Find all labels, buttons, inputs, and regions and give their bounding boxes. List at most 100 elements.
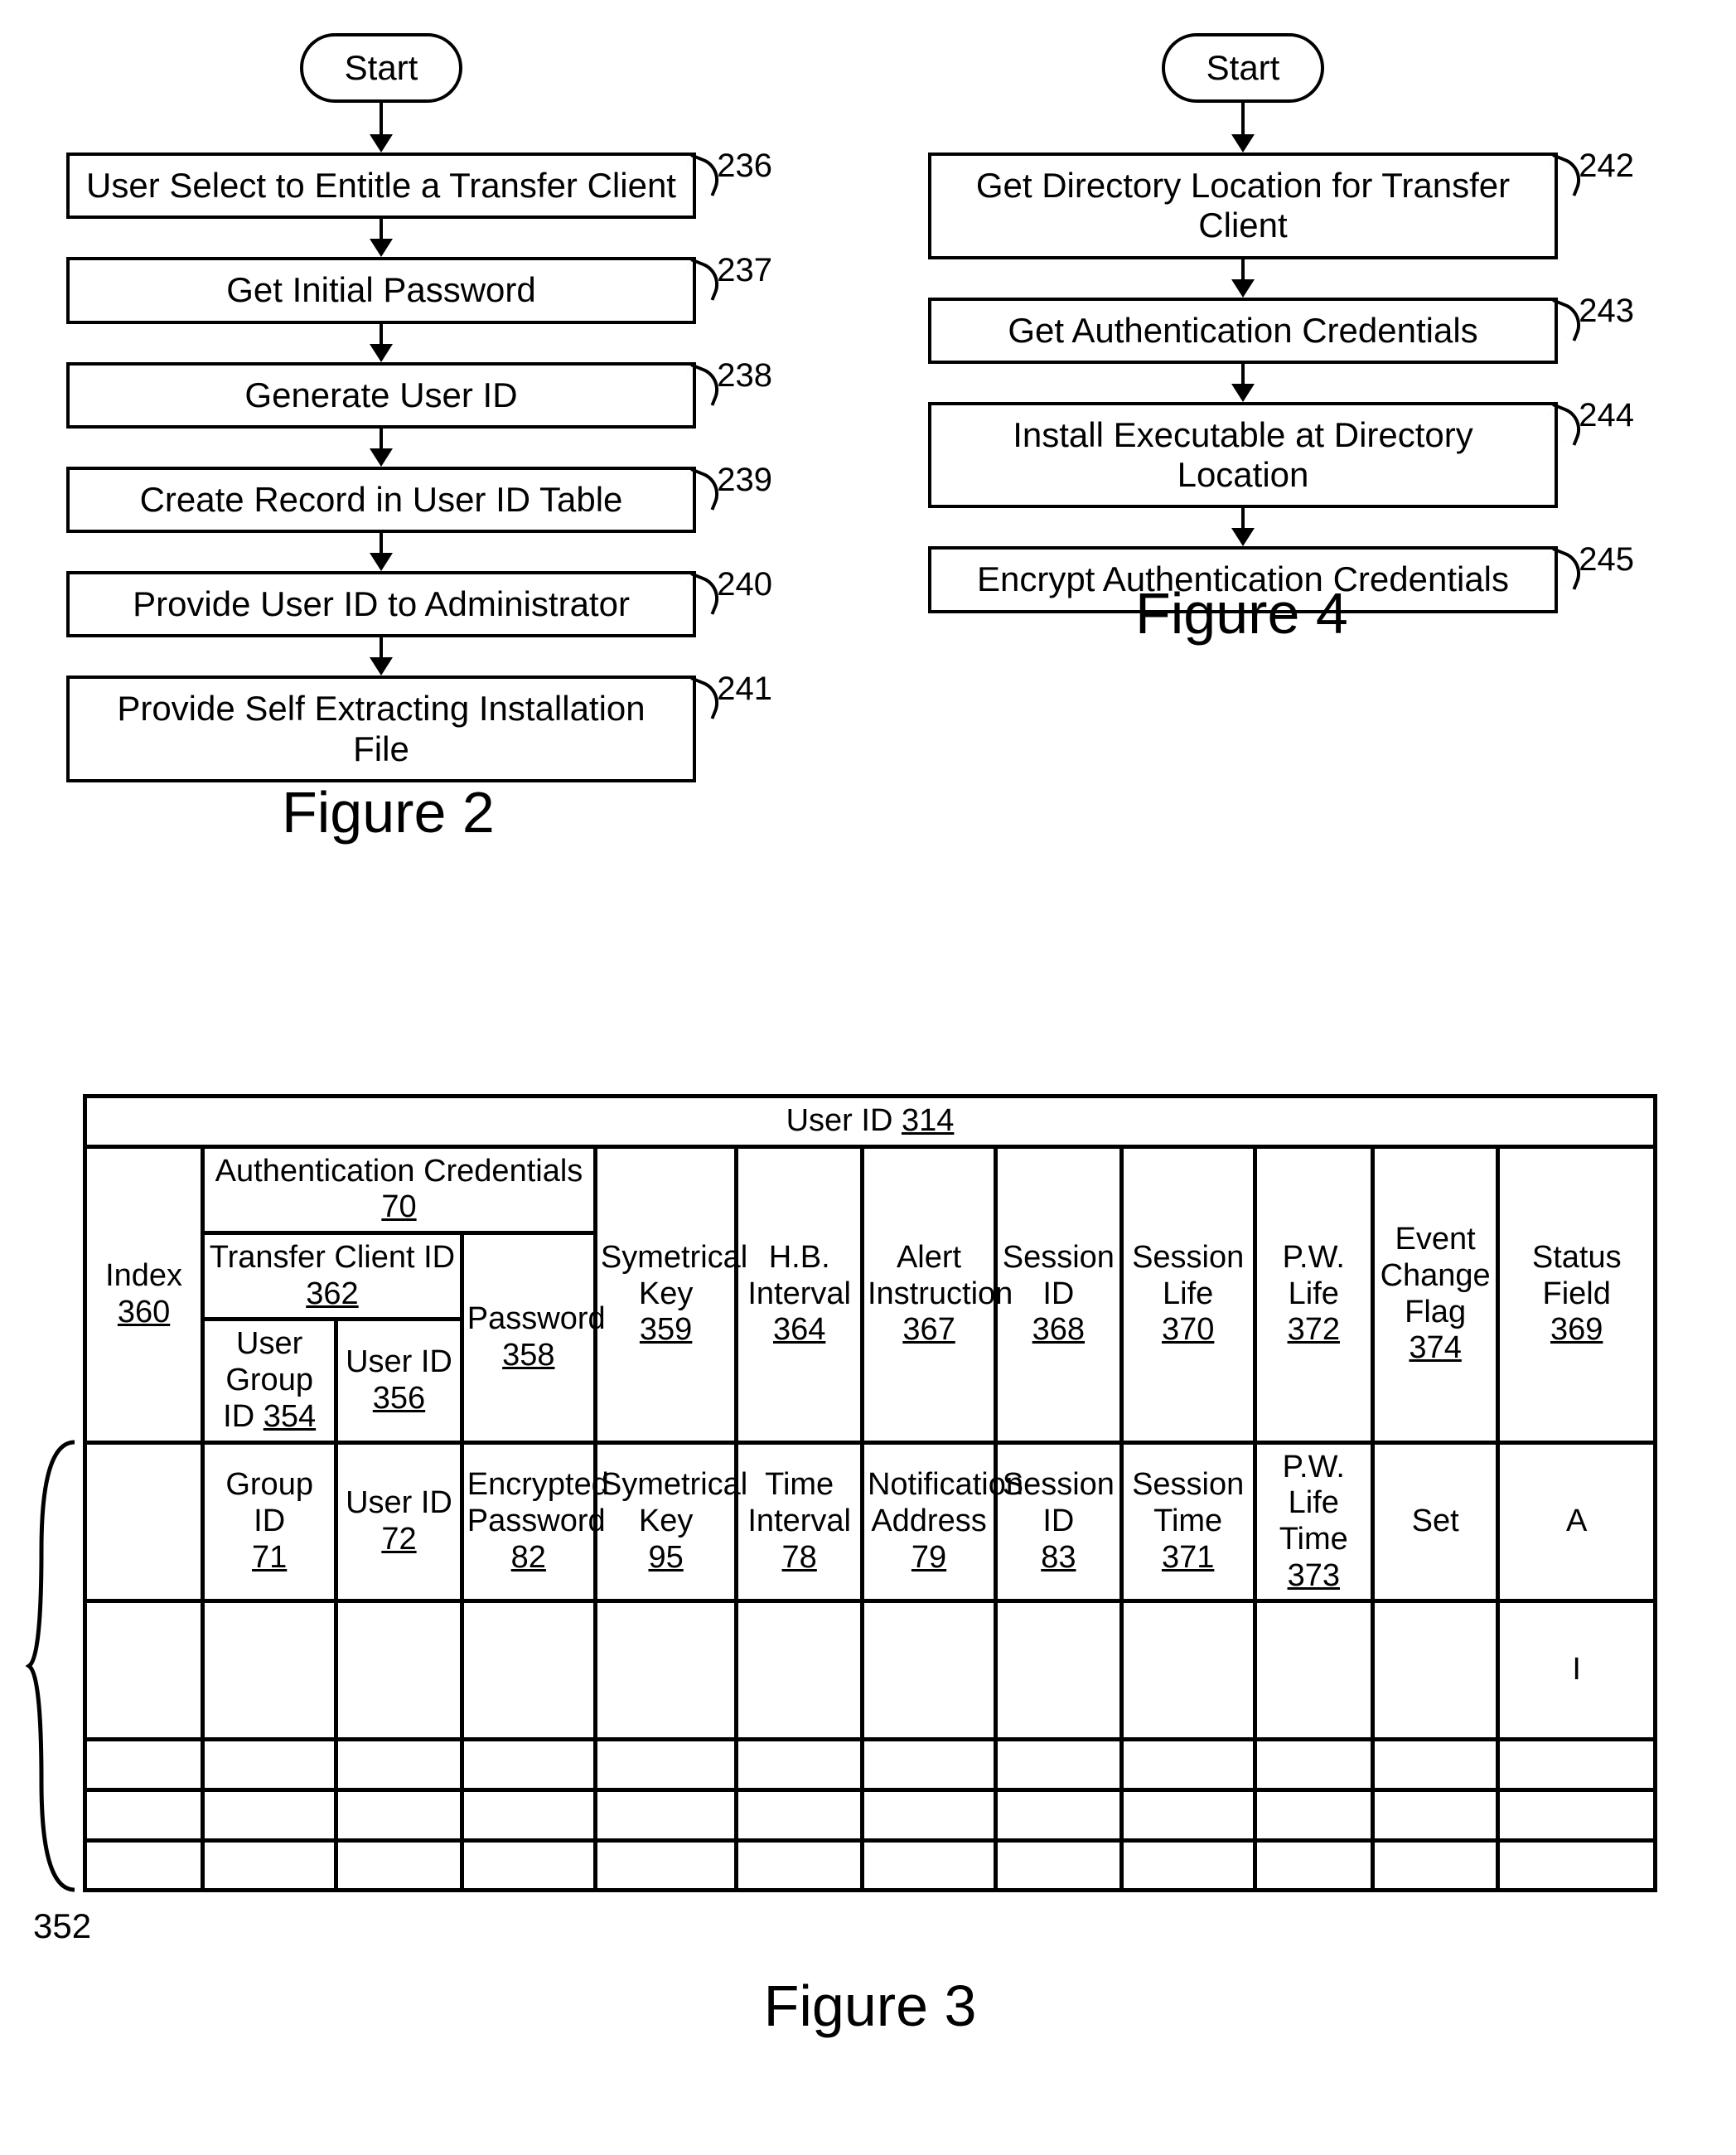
table-cell [203, 1840, 336, 1891]
table-cell [862, 1840, 995, 1891]
col-hb: H.B. Interval 364 [737, 1146, 863, 1442]
cell-ref: 371 [1162, 1540, 1214, 1575]
table-cell [462, 1601, 595, 1740]
cell-label: Session ID [1003, 1467, 1115, 1538]
table-row: Group ID71User ID72Encrypted Password82S… [85, 1442, 1656, 1601]
table-title-text: User ID [786, 1103, 893, 1138]
table-cell: Notification Address79 [862, 1442, 995, 1601]
figure-2-flowchart: Start User Select to Entitle a Transfer … [66, 33, 696, 782]
col-sesslife: Session Life 370 [1121, 1146, 1255, 1442]
flow-step-tag: 245 [1579, 541, 1634, 579]
table-cell [85, 1442, 203, 1601]
figure-2-start: Start [300, 33, 463, 103]
table-cell [203, 1789, 336, 1840]
table-row: I [85, 1601, 1656, 1740]
cell-label: P.W. Life Time [1279, 1450, 1348, 1557]
table-cell [1255, 1789, 1372, 1840]
table-cell: I [1498, 1601, 1656, 1740]
cell-label: Symetrical Key [601, 1467, 747, 1538]
col-label: Session Life [1132, 1240, 1244, 1311]
col-symkey: Symetrical Key 359 [595, 1146, 737, 1442]
cell-ref: 373 [1288, 1558, 1340, 1593]
flow-step: User Select to Entitle a Transfer Client… [66, 153, 696, 219]
table-cell [336, 1740, 462, 1790]
table-cell [996, 1789, 1122, 1840]
cell-label: Time Interval [747, 1467, 851, 1538]
cell-ref: 78 [782, 1540, 817, 1575]
col-tcid: Transfer Client ID 362 [203, 1233, 462, 1320]
flow-step-tag: 241 [717, 671, 772, 708]
cell-label: Encrypted Password [467, 1467, 609, 1538]
table-cell [862, 1740, 995, 1790]
figure-4-start: Start [1162, 33, 1325, 103]
table-cell [1498, 1840, 1656, 1891]
col-ref: 369 [1550, 1312, 1603, 1347]
table-cell [1372, 1740, 1498, 1790]
flow-step: Provide User ID to Administrator240 [66, 571, 696, 637]
col-label: Status Field [1532, 1240, 1622, 1311]
flow-step: Install Executable at Directory Location… [928, 402, 1558, 509]
flow-step-box: Get Authentication Credentials [928, 298, 1558, 364]
cell-label: Group ID [225, 1467, 313, 1538]
table-cell [336, 1789, 462, 1840]
figure-3-label: Figure 3 [83, 1973, 1657, 2039]
table-cell: P.W. Life Time373 [1255, 1442, 1372, 1601]
flow-step-tag: 244 [1579, 397, 1634, 434]
flow-step-tag: 242 [1579, 148, 1634, 185]
flow-step-box: Provide Self Extracting Installation Fil… [66, 676, 696, 782]
table-cell [85, 1789, 203, 1840]
table-cell: A [1498, 1442, 1656, 1601]
cell-label: Session Time [1132, 1467, 1244, 1538]
table-cell [1372, 1789, 1498, 1840]
table-cell [1121, 1840, 1255, 1891]
table-cell [1255, 1840, 1372, 1891]
col-ref: 370 [1162, 1312, 1214, 1347]
col-index: Index 360 [85, 1146, 203, 1442]
flow-step-box: Generate User ID [66, 362, 696, 429]
col-label: Symetrical Key [601, 1240, 747, 1311]
table-cell [462, 1789, 595, 1840]
cell-label: User ID [346, 1485, 452, 1520]
col-ref: 359 [640, 1312, 692, 1347]
col-alert: Alert Instruction 367 [862, 1146, 995, 1442]
flow-step-tag: 240 [717, 566, 772, 603]
table-cell [1372, 1601, 1498, 1740]
table-cell [737, 1601, 863, 1740]
table-cell [336, 1601, 462, 1740]
col-sessid: Session ID 368 [996, 1146, 1122, 1442]
flow-step-tag: 236 [717, 148, 772, 185]
table-cell [862, 1601, 995, 1740]
table-cell [462, 1740, 595, 1790]
cell-ref: 72 [381, 1522, 416, 1557]
col-label: Alert Instruction [868, 1240, 1013, 1311]
figure-4-flowchart: Start Get Directory Location for Transfe… [928, 33, 1558, 613]
col-ref: 364 [773, 1312, 825, 1347]
col-label: Password [467, 1301, 606, 1336]
table-cell [595, 1740, 737, 1790]
table-cell: Symetrical Key95 [595, 1442, 737, 1601]
col-status: Status Field 369 [1498, 1146, 1656, 1442]
brace-icon [25, 1434, 83, 1898]
flow-step-tag: 243 [1579, 293, 1634, 330]
table-cell [1255, 1601, 1372, 1740]
table-cell [996, 1601, 1122, 1740]
flow-step-box: Install Executable at Directory Location [928, 402, 1558, 509]
col-label: Index [105, 1258, 182, 1293]
col-label: User ID [346, 1344, 452, 1379]
table-cell [862, 1789, 995, 1840]
cell-ref: 95 [648, 1540, 683, 1575]
table-cell [996, 1840, 1122, 1891]
table-cell [85, 1740, 203, 1790]
table-cell: Set [1372, 1442, 1498, 1601]
col-label: H.B. Interval [747, 1240, 851, 1311]
figure-4-label: Figure 4 [1135, 580, 1348, 646]
col-userid: User ID 356 [336, 1320, 462, 1442]
flow-step-box: Provide User ID to Administrator [66, 571, 696, 637]
table-cell [462, 1840, 595, 1891]
table-cell [737, 1840, 863, 1891]
table-row [85, 1740, 1656, 1790]
figure-2-label: Figure 2 [282, 779, 495, 845]
col-ref: 356 [373, 1381, 425, 1416]
col-label: Transfer Client ID [210, 1240, 455, 1275]
table-cell [1121, 1601, 1255, 1740]
